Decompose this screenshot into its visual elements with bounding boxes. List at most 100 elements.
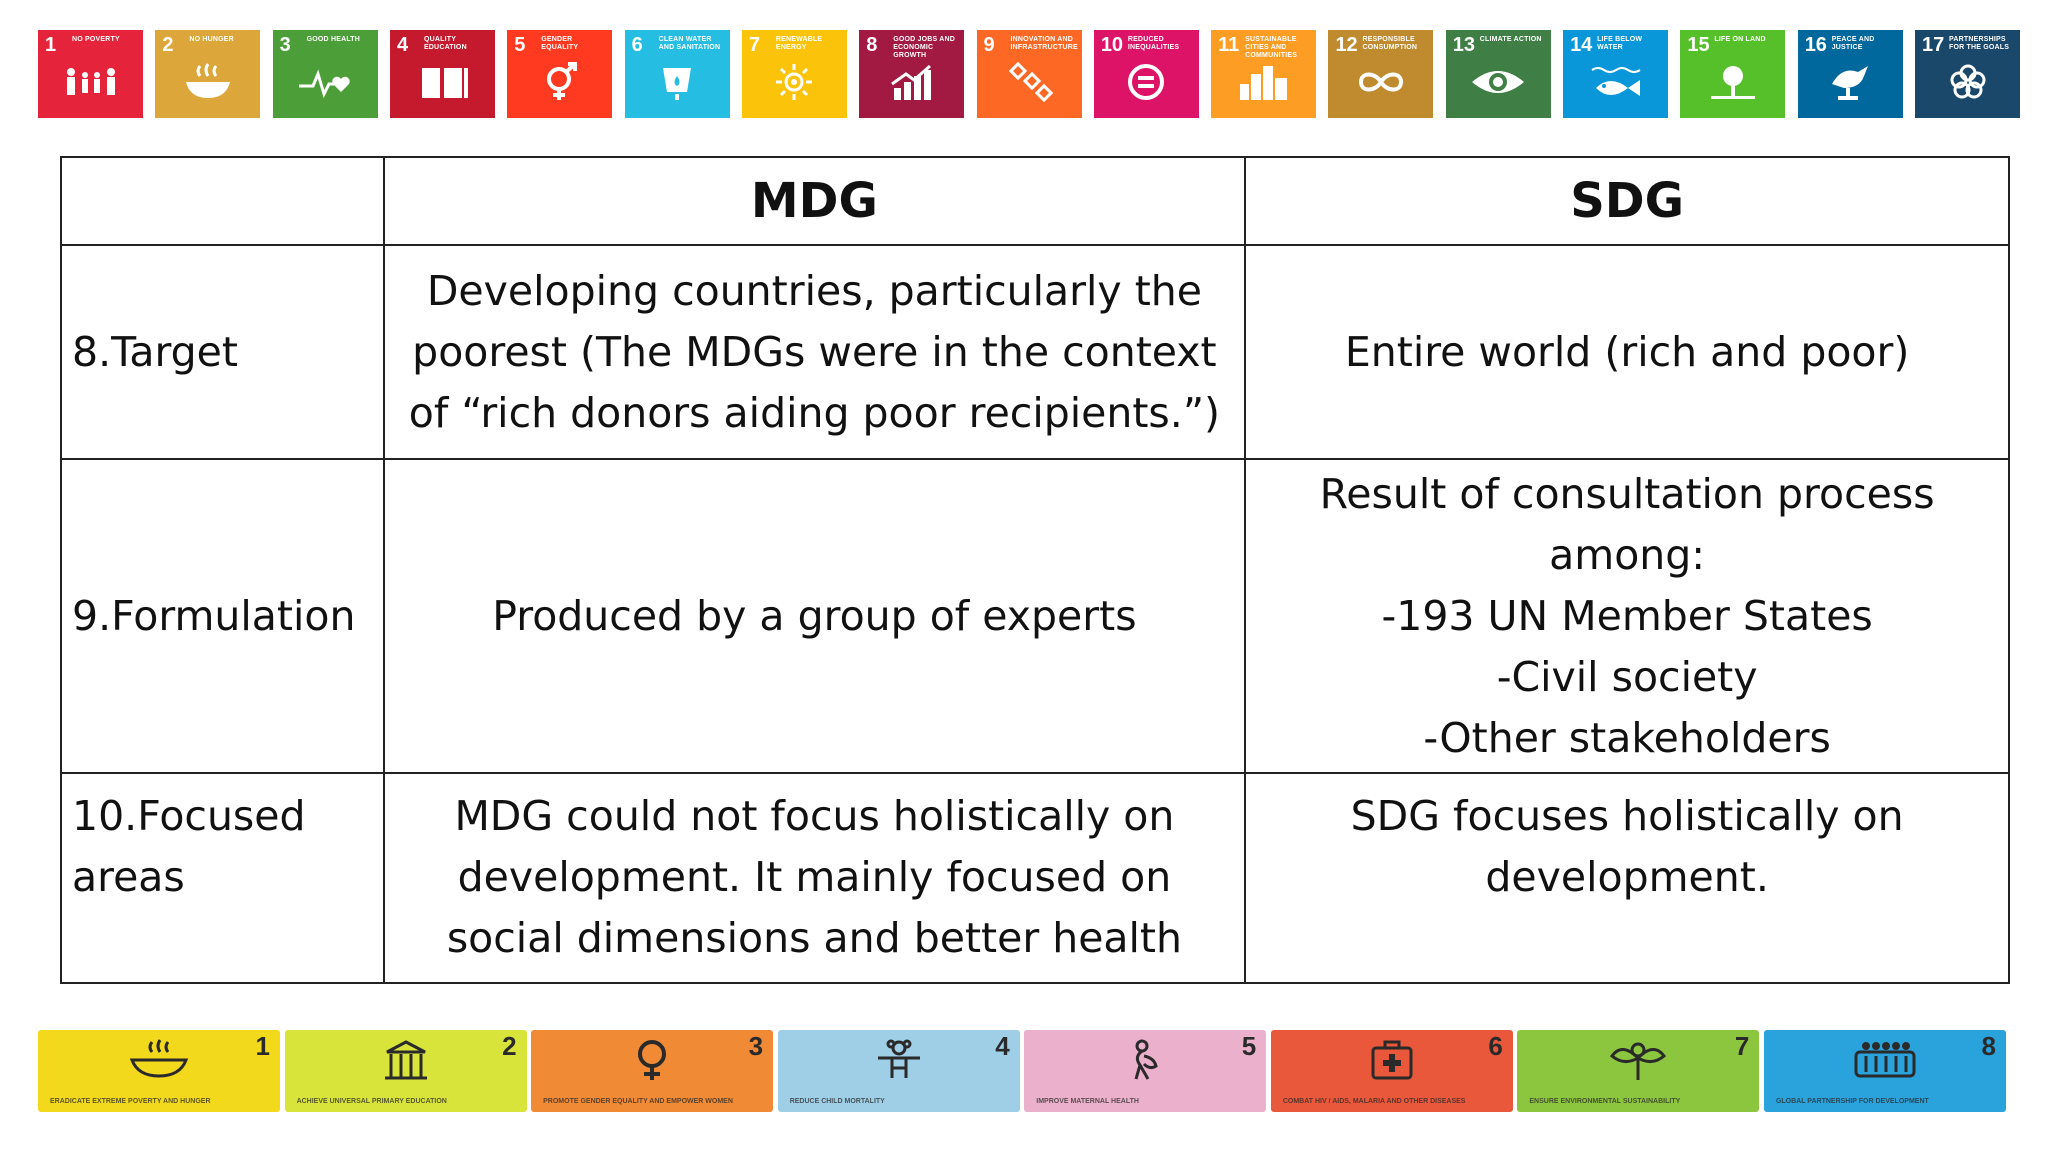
fish-icon [1591, 67, 1641, 96]
cell-text-line: -193 UN Member States [1381, 591, 1873, 640]
mdg-goal-title: Achieve universal primary education [296, 1098, 447, 1105]
sdg-goal-tile: 5 Gender Equality [507, 30, 613, 118]
water-icon [663, 68, 692, 100]
sdg-goal-title: No Poverty [72, 36, 120, 43]
sdg-goal-number: 7 [748, 34, 760, 56]
table-row-target: 8.Target Developing countries, particula… [60, 244, 2010, 460]
sdg-goal-title: Quality Education [423, 36, 467, 51]
growth-chart-icon [890, 64, 931, 100]
bowl-icon [129, 1039, 189, 1078]
mdg-goal-tile: 8 Global partnership for development [1763, 1030, 2006, 1112]
sun-icon [776, 64, 813, 100]
mdg-goal-tile: 5 Improve maternal health [1024, 1030, 1267, 1112]
mdg-goal-title: Promote gender equality and empower wome… [543, 1098, 733, 1105]
sdg-goal-title: Reduced Inequalities [1127, 36, 1180, 51]
mdg-goal-number: 1 [255, 1031, 270, 1061]
sdg-goal-title: Life on Land [1714, 36, 1766, 43]
mdg-cell-target: Developing countries, particularly the p… [382, 244, 1247, 460]
mdg-icon-strip: 1 Eradicate extreme poverty and hunger 2… [38, 1030, 2006, 1112]
female-icon [638, 1040, 667, 1080]
mdg-sdg-comparison-table: MDG SDG 8.Target Developing countries, p… [60, 156, 2010, 984]
mdg-goal-number: 3 [748, 1031, 764, 1061]
sdg-goal-number: 5 [514, 34, 526, 56]
sdg-goal-tile: 10 Reduced Inequalities [1093, 30, 1199, 118]
sdg-goal-title: Responsible Consumption [1362, 36, 1418, 51]
cell-text-line: development. It mainly focused on [457, 853, 1172, 901]
cell-text-line: SDG focuses holistically on [1350, 792, 1904, 840]
sdg-goal-title: Renewable Energy [775, 36, 823, 51]
book-icon [422, 68, 469, 98]
sdg-goal-number: 2 [162, 34, 174, 56]
cell-text-line: Result of consultation process [1319, 469, 1935, 518]
mdg-goal-tile: 7 Ensure environmental sustainability [1517, 1030, 1760, 1112]
sdg-goal-number: 9 [983, 34, 995, 56]
city-icon [1239, 66, 1287, 100]
cell-text-line: Entire world (rich and poor) [1344, 327, 1910, 376]
equal-icon [1128, 64, 1165, 100]
sdg-goal-number: 15 [1687, 34, 1710, 56]
mdg-goal-number: 6 [1488, 1031, 1503, 1061]
row-label-focused-areas: 10.Focused areas [60, 772, 385, 984]
gender-icon [546, 62, 577, 100]
medical-kit-icon [1371, 1040, 1413, 1080]
sdg-goal-tile: 6 Clean Water and Sanitation [624, 30, 730, 118]
heartbeat-icon [299, 69, 350, 99]
table-row-formulation: 9.Formulation Produced by a group of exp… [60, 458, 2010, 774]
sdg-goal-number: 8 [866, 34, 878, 56]
mdg-goal-number: 2 [502, 1031, 517, 1061]
mdg-goal-number: 7 [1734, 1031, 1750, 1061]
group-icon [1854, 1042, 1916, 1078]
sdg-goal-tile: 11 Sustainable Cities and Communities [1211, 30, 1317, 118]
sdg-goal-number: 17 [1922, 34, 1945, 56]
sdg-goal-title: Peace and Justice [1831, 36, 1875, 51]
cell-text-line: Produced by a group of experts [492, 591, 1137, 640]
sdg-goal-tile: 15 Life on Land [1680, 30, 1786, 118]
mdg-goal-title: Eradicate extreme poverty and hunger [50, 1098, 211, 1105]
tree-icon [1710, 66, 1755, 99]
mdg-goal-tile: 4 Reduce child mortality [777, 1030, 1020, 1112]
sdg-goal-number: 16 [1804, 34, 1827, 56]
cell-text-line: of “rich donors aiding poor recipients.”… [408, 388, 1221, 437]
sdg-goal-title: Good Health [306, 36, 361, 43]
sdg-cell-formulation: Result of consultation process among: -1… [1244, 458, 2010, 774]
mdg-cell-formulation: Produced by a group of experts [382, 458, 1247, 774]
header-mdg: MDG [382, 156, 1247, 246]
sdg-goal-tile: 1 No Poverty [38, 30, 143, 118]
sdg-goal-title: Gender Equality [541, 36, 579, 51]
cubes-icon [1008, 62, 1054, 102]
sdg-goal-tile: 3 Good Health [272, 30, 378, 118]
sdg-goal-tile: 13 Climate Action [1445, 30, 1551, 118]
table-header-row: MDG SDG [60, 156, 2010, 246]
sdg-goal-number: 1 [45, 34, 57, 56]
plant-icon [1610, 1042, 1667, 1080]
mdg-goal-title: Combat HIV / AIDS, malaria and other dis… [1282, 1098, 1466, 1105]
sdg-goal-title: Life Below Water [1597, 36, 1643, 51]
sdg-goal-title: Good Jobs and Economic Growth [893, 36, 956, 59]
mdg-goal-title: Ensure environmental sustainability [1529, 1098, 1681, 1105]
row-label-target: 8.Target [60, 244, 385, 460]
mother-icon [1134, 1039, 1158, 1080]
sdg-goal-tile: 4 Quality Education [389, 30, 495, 118]
sdg-goal-number: 14 [1570, 34, 1593, 56]
eye-globe-icon [1472, 71, 1525, 93]
sdg-goal-tile: 16 Peace and Justice [1797, 30, 1903, 118]
sdg-goal-title: Innovation and Infrastructure [1010, 36, 1078, 51]
mdg-goal-number: 5 [1241, 1031, 1257, 1061]
bowl-icon [185, 63, 230, 98]
cell-text-line: -Other stakeholders [1423, 713, 1831, 762]
mdg-goal-tile: 6 Combat HIV / AIDS, malaria and other d… [1270, 1030, 1513, 1112]
sdg-goal-title: Climate Action [1479, 36, 1542, 43]
dove-icon [1832, 66, 1869, 100]
sdg-goal-number: 10 [1100, 34, 1124, 56]
sdg-goal-tile: 8 Good Jobs and Economic Growth [859, 30, 965, 118]
sdg-icon-strip: 1 No Poverty 2 No Hunger 3 Good Health 4… [38, 30, 2020, 118]
table-row-focused-areas: 10.Focused areas MDG could not focus hol… [60, 772, 2010, 984]
mdg-goal-title: Global partnership for development [1775, 1098, 1929, 1105]
cell-text-line: among: [1549, 530, 1706, 579]
sdg-goal-number: 4 [396, 34, 409, 56]
sdg-goal-tile: 14 Life Below Water [1563, 30, 1669, 118]
sdg-goal-tile: 12 Responsible Consumption [1328, 30, 1434, 118]
cell-text-line: Developing countries, particularly the [426, 266, 1202, 315]
mdg-goal-number: 8 [1981, 1031, 1996, 1061]
sdg-goal-number: 13 [1452, 34, 1475, 56]
